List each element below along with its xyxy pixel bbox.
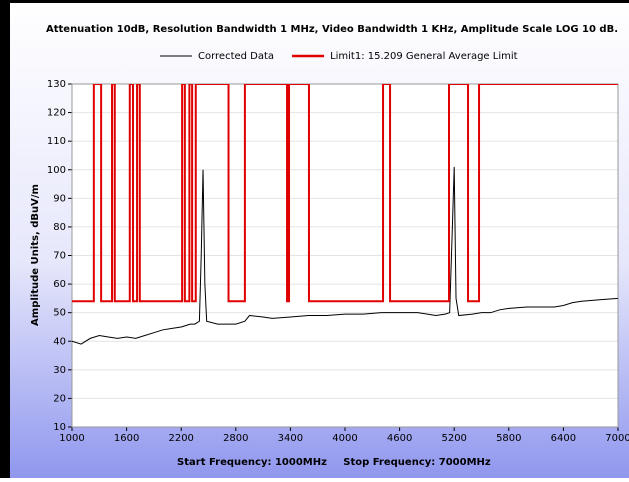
x-tick-label: 7000 (605, 433, 629, 444)
y-tick-label: 90 (53, 193, 66, 204)
y-tick-label: 40 (53, 336, 66, 347)
series-line (72, 84, 618, 303)
y-tick-label: 70 (53, 251, 66, 262)
legend-label: Limit1: 15.209 General Average Limit (330, 51, 518, 62)
stop-label: Stop Frequency: 7000MHz (343, 457, 491, 468)
series-line (72, 166, 618, 345)
x-tick-label: 1000 (59, 433, 84, 444)
y-tick-label: 80 (53, 222, 66, 233)
x-tick-label: 5800 (496, 433, 521, 444)
start-label: Start Frequency: 1000MHz (177, 457, 327, 468)
x-tick-label: 1600 (114, 433, 139, 444)
y-tick-label: 30 (53, 365, 66, 376)
y-tick-label: 60 (53, 279, 66, 290)
y-tick-label: 10 (53, 422, 66, 433)
y-tick-label: 110 (47, 136, 66, 147)
frame-left (0, 0, 10, 478)
x-tick-label: 2200 (168, 433, 193, 444)
x-tick-label: 4600 (387, 433, 412, 444)
y-axis-label: Amplitude Units, dBuV/m (30, 184, 41, 326)
x-tick-label: 6400 (551, 433, 576, 444)
y-tick-label: 20 (53, 393, 66, 404)
y-tick-label: 50 (53, 308, 66, 319)
y-tick-label: 100 (47, 165, 66, 176)
chart-title: Attenuation 10dB, Resolution Bandwidth 1… (46, 24, 618, 35)
x-tick-label: 3400 (278, 433, 303, 444)
plot-border (71, 83, 619, 428)
x-tick-label: 2800 (223, 433, 248, 444)
y-tick-label: 120 (47, 108, 66, 119)
frame-top (0, 0, 629, 3)
legend-label: Corrected Data (198, 51, 274, 62)
x-tick-label: 4000 (332, 433, 357, 444)
x-tick-label: 5200 (441, 433, 466, 444)
y-tick-label: 130 (47, 79, 66, 90)
